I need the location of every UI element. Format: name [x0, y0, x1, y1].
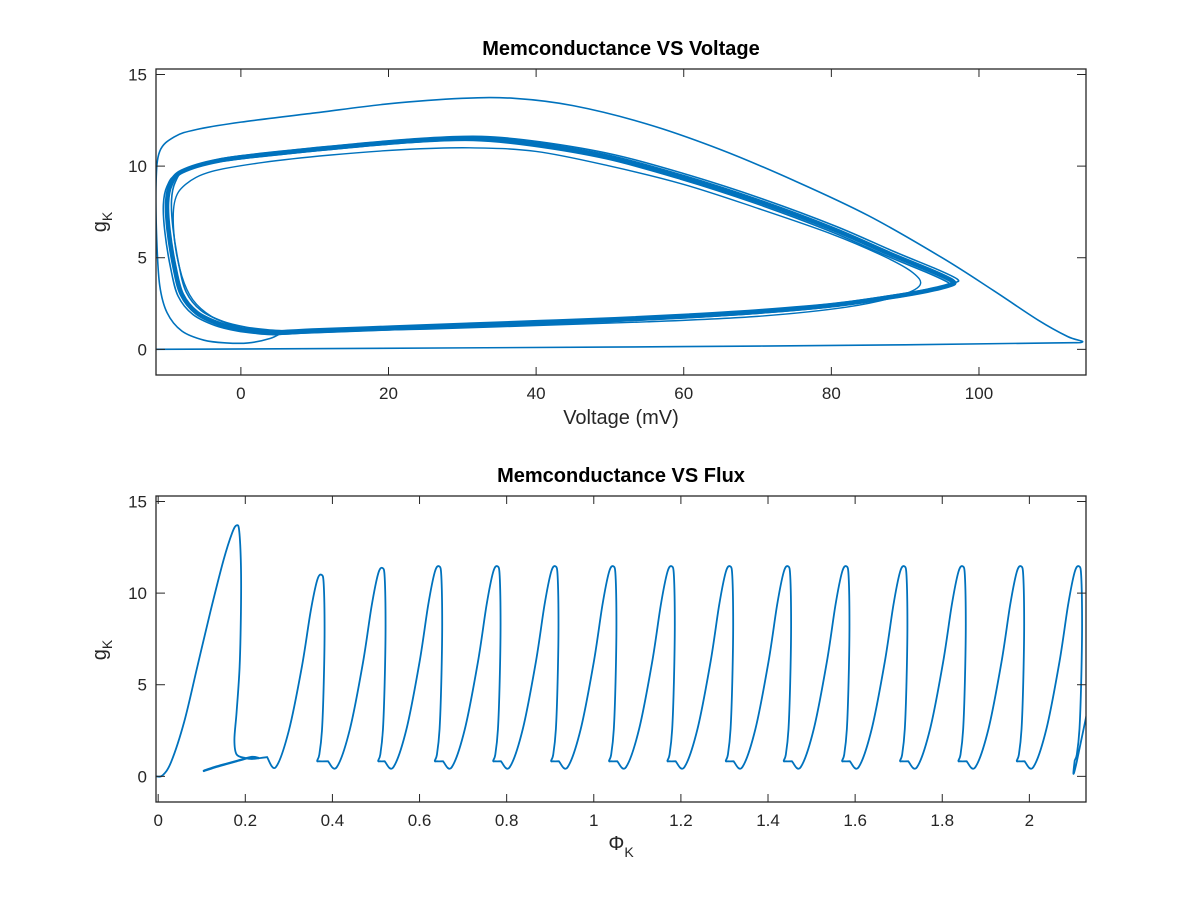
subplot-flux: Memconductance VS Flux 0 0.2 0.4 0.6 0.8 1 1.2…	[89, 465, 1087, 860]
flux-ytick-label: 10	[128, 584, 147, 603]
voltage-xtick-label: 40	[527, 384, 546, 403]
flux-xtick-label: 1.2	[669, 811, 693, 830]
trace-spike	[442, 565, 502, 770]
traces-voltage	[156, 96, 1084, 351]
trace-spike	[500, 565, 560, 770]
traces-flux	[156, 524, 1086, 778]
y-axis-label-sub: K	[99, 639, 115, 649]
voltage-ytick-label: 15	[128, 65, 147, 84]
trace-spike	[383, 565, 444, 770]
subplot-voltage: Memconductance VS Voltage 0 20 40 60 80 100 0 5…	[89, 38, 1087, 429]
axes-frame-flux	[155, 495, 1087, 803]
flux-xtick-label: 0.2	[233, 811, 257, 830]
trace-spike	[674, 565, 735, 770]
flux-xtick-label: 0	[153, 811, 162, 830]
trace-spike	[732, 565, 793, 770]
chart-title-voltage: Memconductance VS Voltage	[482, 38, 759, 60]
chart-title-flux: Memconductance VS Flux	[497, 465, 745, 487]
trace-spike	[266, 573, 329, 769]
voltage-xtick-label: 100	[965, 384, 993, 403]
voltage-xtick-label: 20	[379, 384, 398, 403]
y-axis-label-voltage: gK	[89, 211, 115, 232]
flux-xtick-label: 0.8	[495, 811, 519, 830]
flux-xtick-label: 2	[1025, 811, 1034, 830]
ticks-flux: 0 0.2 0.4 0.6 0.8 1 1.2 1.4 1.6 1.8 2 0 5 10 15	[128, 492, 1086, 830]
trace-spike	[965, 565, 1026, 770]
flux-ytick-label: 0	[138, 767, 147, 786]
voltage-ytick-label: 10	[128, 157, 147, 176]
axes-frame-voltage	[155, 68, 1087, 376]
flux-xtick-label: 1.6	[843, 811, 867, 830]
trace-spike	[907, 565, 968, 770]
trace-spike	[616, 565, 677, 770]
trace-limit-cycle	[170, 135, 960, 332]
ticks-voltage: 0 20 40 60 80 100 0 5 10 15	[128, 65, 1086, 403]
trace-transient-loop	[156, 96, 1084, 351]
flux-xtick-label: 1	[589, 811, 598, 830]
x-axis-label-flux: ΦK	[608, 833, 634, 860]
y-axis-label-main: g	[89, 649, 111, 660]
voltage-ytick-label: 0	[138, 340, 147, 359]
flux-ytick-label: 15	[128, 492, 147, 511]
voltage-xtick-label: 80	[822, 384, 841, 403]
voltage-xtick-label: 60	[674, 384, 693, 403]
trace-limit-cycle	[162, 139, 952, 336]
x-axis-label-sub: K	[624, 844, 634, 860]
voltage-xtick-label: 0	[236, 384, 245, 403]
flux-xtick-label: 0.6	[408, 811, 432, 830]
series-flux	[156, 524, 1086, 778]
voltage-ytick-label: 5	[138, 249, 147, 268]
x-axis-label-main: Φ	[608, 833, 624, 855]
flux-xtick-label: 0.4	[321, 811, 345, 830]
trace-first-spike	[156, 524, 268, 778]
trace-limit-cycle	[164, 136, 957, 336]
y-axis-label-flux: gK	[89, 639, 115, 660]
trace-spike	[791, 565, 851, 770]
trace-spike	[327, 566, 387, 770]
trace-start-segment	[202, 755, 260, 773]
flux-xtick-label: 1.8	[930, 811, 954, 830]
flux-ytick-label: 5	[138, 676, 147, 695]
trace-spike	[558, 565, 619, 770]
y-axis-label-main: g	[89, 221, 111, 232]
trace-spike	[849, 565, 910, 770]
x-axis-label-voltage: Voltage (mV)	[563, 407, 679, 429]
series-voltage	[156, 96, 1084, 351]
y-axis-label-sub: K	[99, 211, 115, 221]
flux-xtick-label: 1.4	[756, 811, 780, 830]
trace-spike	[1023, 565, 1086, 775]
